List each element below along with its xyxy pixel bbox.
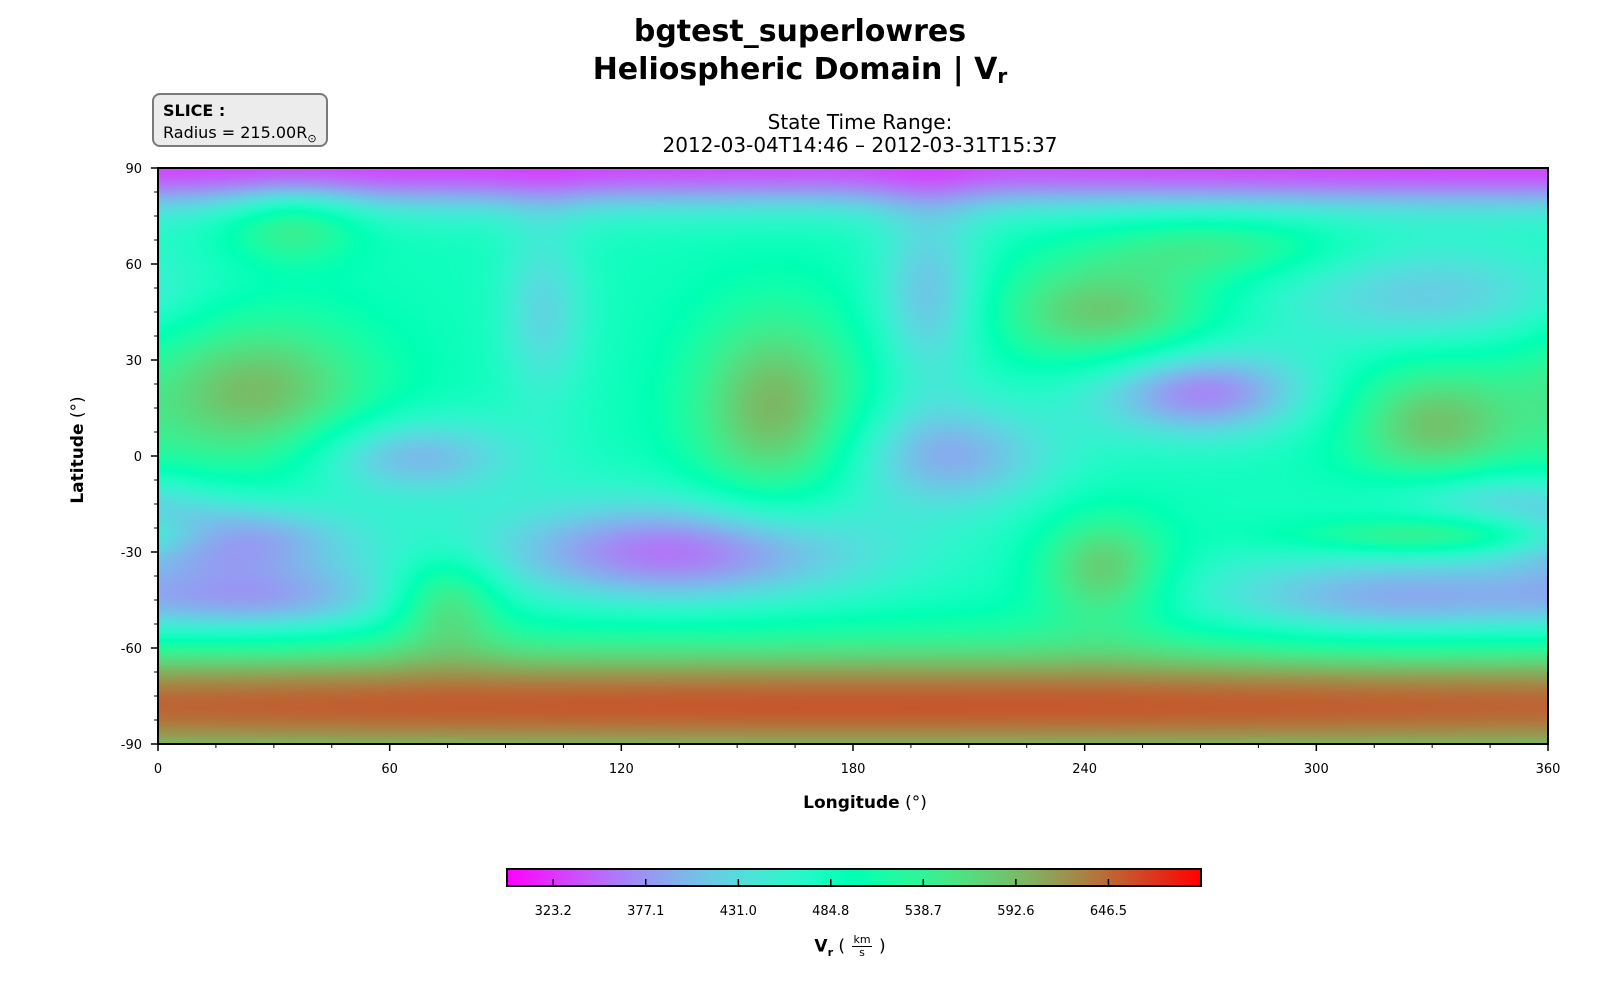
unit-denominator: s — [859, 946, 865, 959]
y-axis: 90 60 30 0 -30 -60 -90 — [121, 162, 158, 753]
colorbar-tick-label: 592.6 — [997, 904, 1034, 919]
title-variable-subscript: r — [997, 64, 1008, 88]
x-axis-label: Longitude (°) — [0, 793, 1600, 813]
colorbar-variable: V — [814, 936, 828, 957]
colorbar-unit-fraction: km s — [852, 933, 872, 959]
colorbar-variable-subscript: r — [827, 945, 833, 959]
heatmap-image-container — [158, 168, 1548, 744]
y-axis-label-unit: (°) — [68, 396, 88, 424]
colorbar-ticks: 323.2 377.1 431.0 484.8 538.7 592.6 646.5 — [535, 879, 1127, 919]
title-variable: Heliospheric Domain | V — [592, 52, 998, 87]
y-tick-label: 90 — [125, 162, 142, 177]
colorbar-tick-label: 431.0 — [720, 904, 757, 919]
x-tick-label: 240 — [1072, 762, 1097, 777]
colorbar-tick-label: 323.2 — [535, 904, 572, 919]
x-tick-label: 300 — [1304, 762, 1329, 777]
chart-title: bgtest_superlowres — [633, 14, 967, 49]
slice-radius: Radius = 215.00R⊙ — [163, 122, 317, 150]
x-tick-label: 0 — [154, 762, 162, 777]
x-tick-label: 120 — [609, 762, 634, 777]
y-tick-label: -30 — [121, 546, 142, 561]
colorbar-tick-label: 646.5 — [1090, 904, 1127, 919]
x-axis-label-unit: (°) — [899, 793, 927, 813]
y-tick-label: 30 — [125, 354, 142, 369]
y-tick-label: 60 — [125, 258, 142, 273]
slice-info-box: SLICE : Radius = 215.00R⊙ — [152, 93, 328, 147]
time-range-label: State Time Range: — [767, 110, 953, 134]
colorbar-tick-label: 377.1 — [627, 904, 664, 919]
x-tick-label: 180 — [841, 762, 866, 777]
chart-title-line2: Heliospheric Domain | Vr — [0, 52, 1600, 94]
colorbar: 323.2 377.1 431.0 484.8 538.7 592.6 646.5 — [506, 868, 1202, 919]
y-tick-label: 0 — [134, 450, 142, 465]
y-axis-label: Latitude (°) — [68, 396, 88, 503]
y-tick-label: -60 — [121, 642, 142, 657]
plot-area — [157, 167, 1549, 745]
y-axis-label-name: Latitude — [68, 423, 88, 504]
colorbar-tick-label: 538.7 — [905, 904, 942, 919]
x-tick-label: 360 — [1536, 762, 1561, 777]
x-axis-label-name: Longitude — [803, 793, 900, 813]
colorbar-tick-label: 484.8 — [812, 904, 849, 919]
slice-radius-value: Radius = 215.00R — [163, 123, 308, 142]
x-axis: 0 60 120 180 240 300 360 — [154, 744, 1561, 777]
colorbar-unit-open: ( — [833, 936, 851, 957]
colorbar-unit-close: ) — [873, 936, 886, 957]
solar-radius-symbol: ⊙ — [307, 132, 317, 146]
x-tick-label: 60 — [381, 762, 398, 777]
colorbar-label: Vr ( km s ) — [500, 934, 1200, 959]
heatmap-canvas — [158, 168, 1548, 744]
y-tick-label: -90 — [121, 738, 142, 753]
colorbar-bar — [506, 868, 1202, 887]
time-range-value: 2012-03-04T14:46 – 2012-03-31T15:37 — [662, 133, 1058, 157]
unit-numerator: km — [852, 933, 872, 947]
slice-label: SLICE : — [163, 101, 226, 120]
